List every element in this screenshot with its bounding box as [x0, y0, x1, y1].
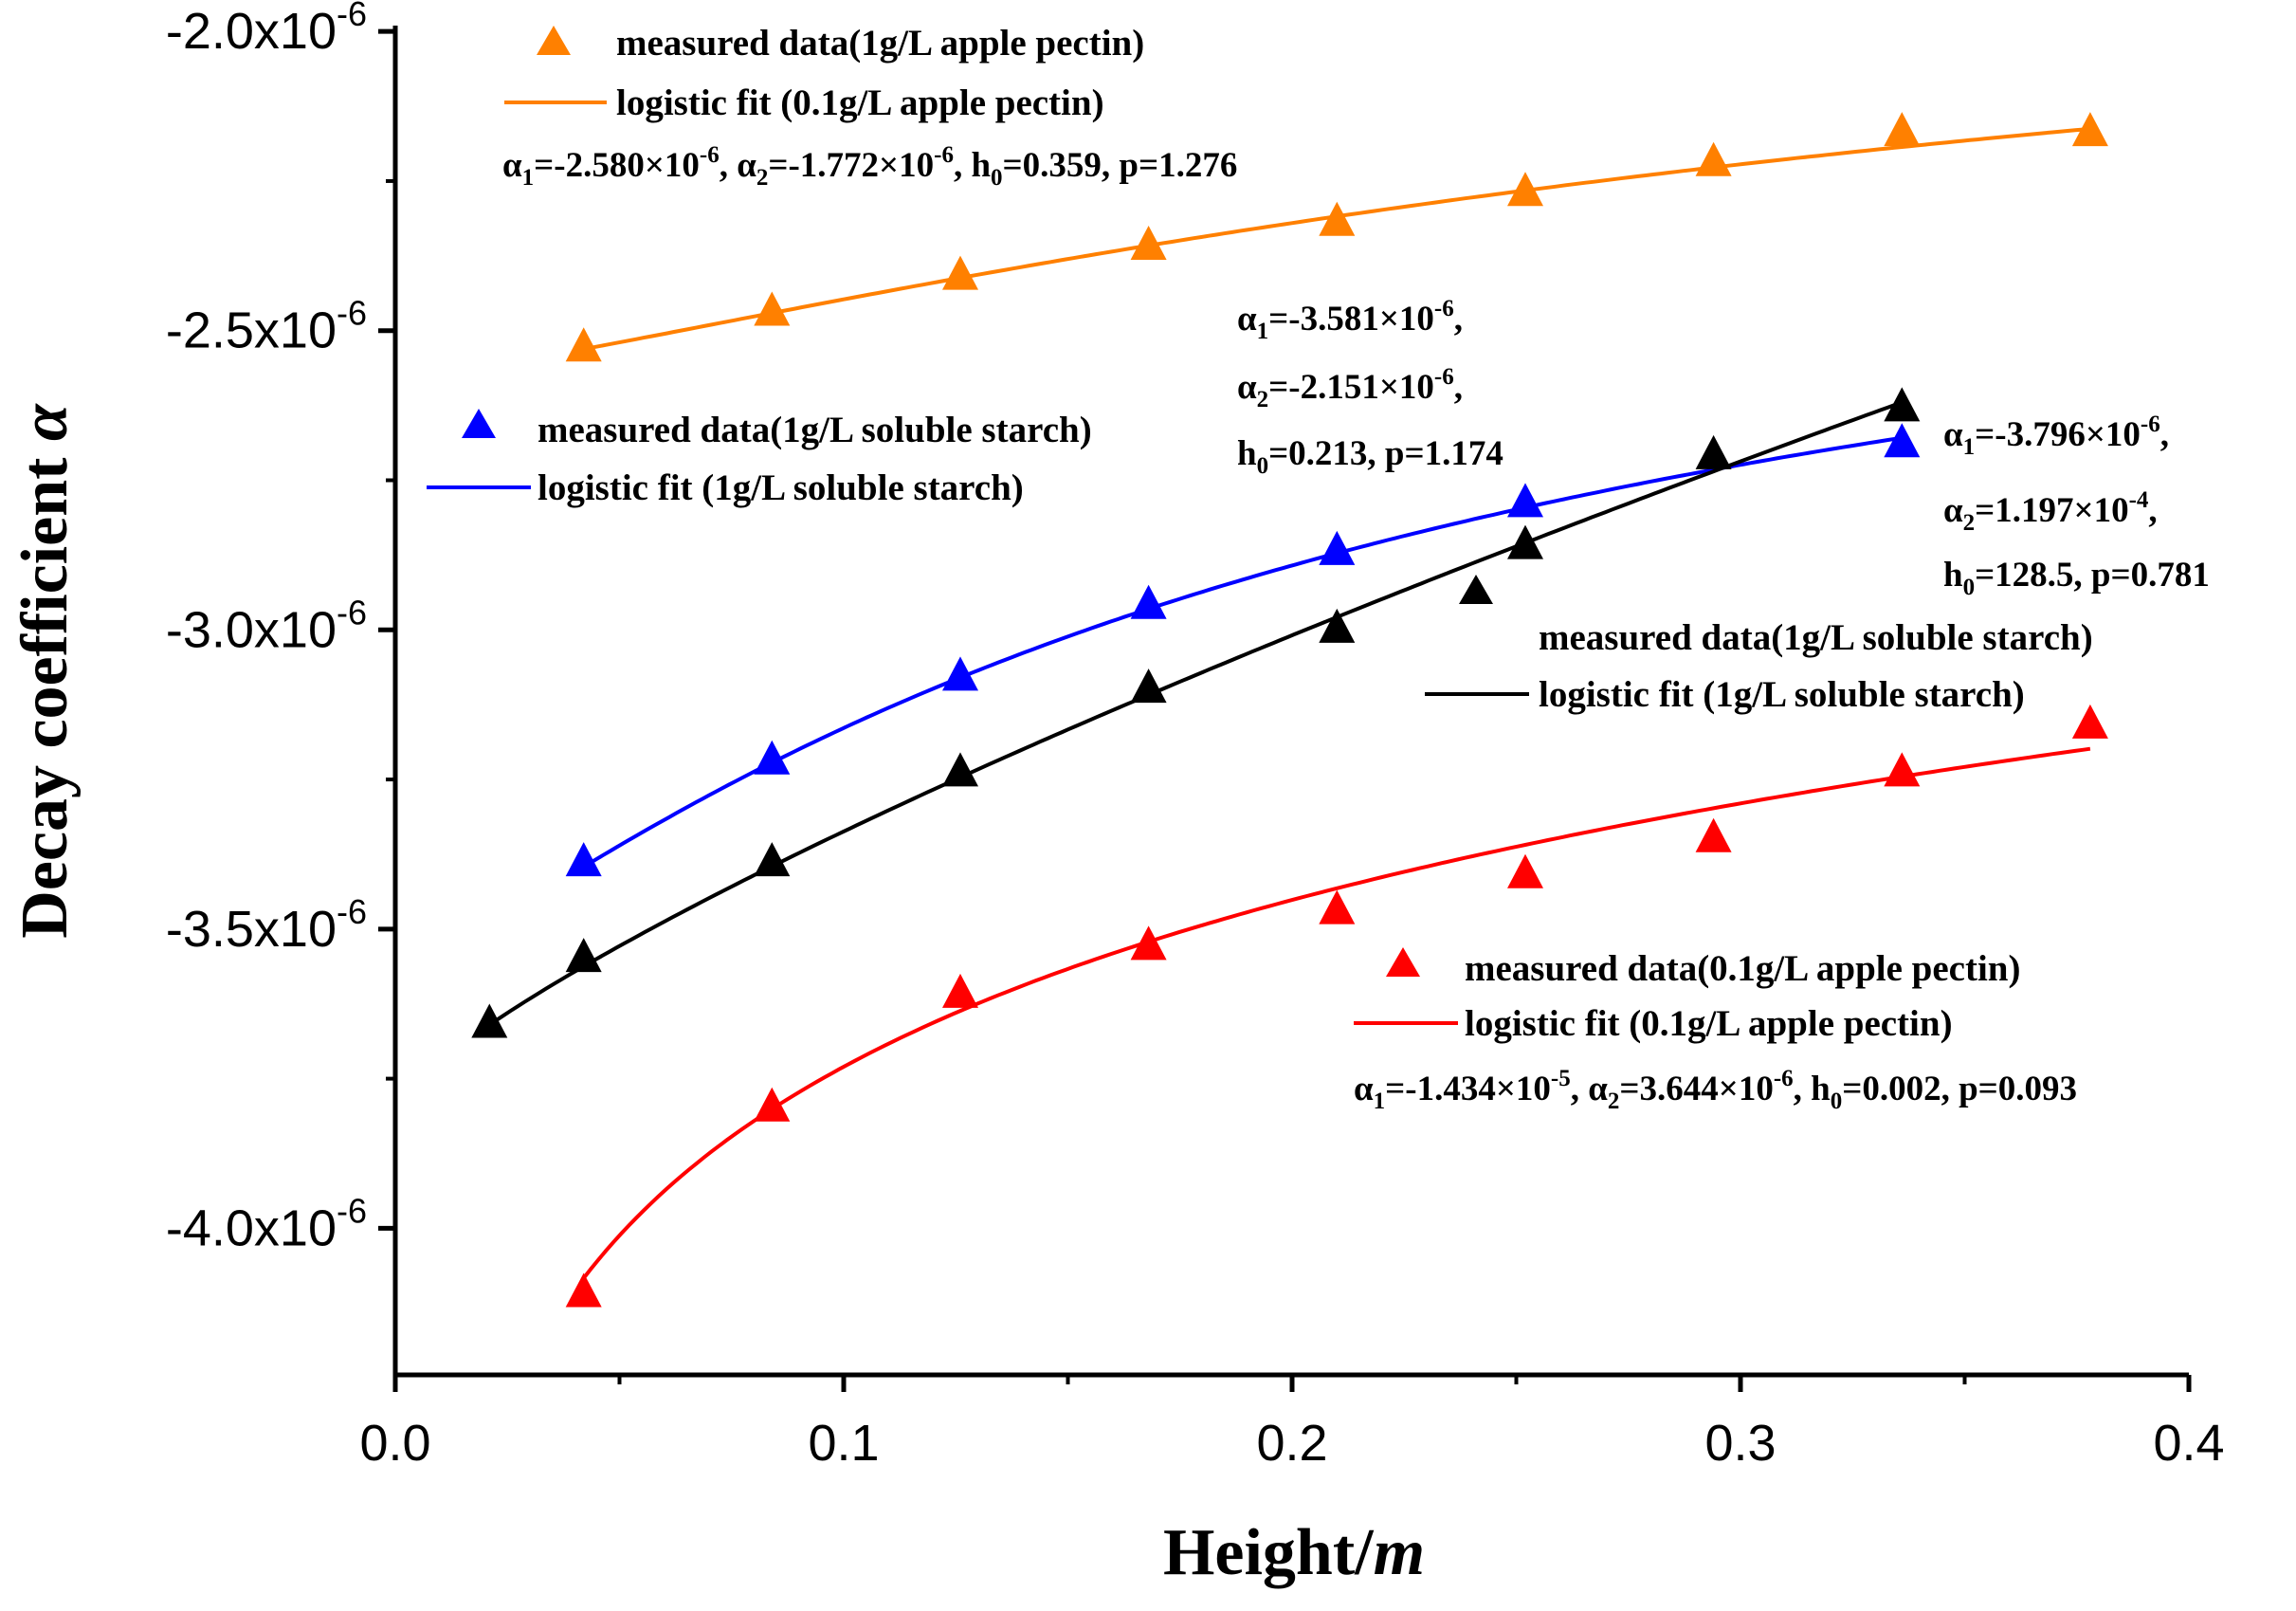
data-point-orange	[1507, 172, 1543, 207]
data-point-orange	[942, 255, 978, 290]
data-point-blue	[1507, 483, 1543, 518]
x-axis-unit: m	[1374, 1516, 1425, 1589]
legend-fit-orange: logistic fit (0.1g/L apple pectin)	[616, 82, 1104, 123]
data-point-red	[1884, 752, 1921, 787]
data-point-orange	[565, 327, 602, 362]
data-point-red	[942, 973, 978, 1008]
fit-curves	[488, 126, 2091, 1280]
axes: 0.0 0.1 0.2 0.3 0.4 -2.0x10-6 -2.5x10-6 -3.0x10…	[166, 0, 2225, 1472]
data-point-orange	[754, 291, 791, 326]
data-point-orange	[1319, 201, 1356, 236]
legend-marker-orange	[537, 26, 571, 55]
legend-fit-blue: logistic fit (1g/L soluble starch)	[538, 467, 1024, 508]
legend-blue: measured data(1g/L soluble starch) logis…	[427, 409, 1092, 508]
y-tick-label: -3.0x10-6	[166, 593, 367, 658]
x-tick-label: 0.0	[359, 1415, 430, 1472]
legend-orange: measured data(1g/L apple pectin) logisti…	[504, 23, 1144, 123]
params-blue: α1=-3.581×10-6, α2=-2.151×10-6, h0=0.213…	[1237, 296, 1503, 479]
legend-fit-red: logistic fit (0.1g/L apple pectin)	[1465, 1003, 1953, 1044]
y-tick-label: -2.0x10-6	[166, 0, 367, 60]
legend-marker-blue	[462, 409, 496, 438]
data-point-black	[1319, 608, 1356, 643]
legend-measured-orange: measured data(1g/L apple pectin)	[616, 23, 1144, 64]
legend-fit-black: logistic fit (1g/L soluble starch)	[1539, 674, 2025, 715]
x-axis-label: Height/	[1163, 1516, 1375, 1589]
data-point-red	[1130, 925, 1167, 961]
data-point-black	[565, 938, 602, 973]
data-point-red	[1319, 889, 1356, 924]
params-red: α1=-1.434×10-5, α2=3.644×10-6, h0=0.002,…	[1354, 1066, 2077, 1114]
x-tick-label: 0.4	[2153, 1415, 2224, 1472]
legend-red: measured data(0.1g/L apple pectin) logis…	[1354, 947, 2020, 1044]
y-axis-title: Decay coefficient α	[9, 403, 82, 939]
data-point-black	[1884, 387, 1921, 422]
y-axis-symbol: α	[9, 403, 82, 441]
x-tick-label: 0.2	[1256, 1415, 1327, 1472]
data-point-black	[1507, 524, 1543, 559]
fit-curve-blue	[582, 435, 1903, 869]
data-point-blue	[754, 740, 791, 775]
data-point-blue	[565, 842, 602, 877]
data-point-red	[1695, 817, 1732, 852]
y-tick-label: -2.5x10-6	[166, 294, 367, 359]
svg-text:α1=-3.796×10-6,: α1=-3.796×10-6,	[1943, 412, 2169, 460]
data-point-orange	[1130, 226, 1167, 260]
data-points	[471, 112, 2108, 1308]
data-point-blue	[1130, 584, 1167, 619]
fit-curve-black	[488, 400, 1903, 1027]
data-point-black	[942, 752, 978, 787]
params-orange: α1=-2.580×10-6, α2=-1.772×10-6, h0=0.359…	[502, 142, 1237, 191]
svg-text:h0=128.5, p=0.781: h0=128.5, p=0.781	[1943, 556, 2210, 600]
data-point-black	[754, 842, 791, 877]
data-point-orange	[1884, 112, 1921, 147]
data-point-red	[1507, 853, 1543, 888]
svg-text:h0=0.213, p=1.174: h0=0.213, p=1.174	[1237, 434, 1503, 479]
y-tick-label: -4.0x10-6	[166, 1191, 367, 1256]
y-tick-label: -3.5x10-6	[166, 892, 367, 958]
data-point-blue	[942, 656, 978, 691]
y-axis-label: Decay coefficient	[9, 441, 82, 939]
legend-marker-red	[1386, 947, 1420, 977]
legend-measured-red: measured data(0.1g/L apple pectin)	[1465, 948, 2020, 989]
data-point-red	[565, 1272, 602, 1308]
data-point-red	[754, 1087, 791, 1122]
data-point-red	[2071, 704, 2108, 739]
fit-curve-red	[582, 746, 2091, 1280]
x-tick-label: 0.1	[808, 1415, 879, 1472]
data-point-black	[1695, 434, 1732, 469]
data-point-blue	[1884, 423, 1921, 458]
svg-text:α2=1.197×10-4,: α2=1.197×10-4,	[1943, 487, 2158, 536]
legend-measured-blue: measured data(1g/L soluble starch)	[538, 410, 1092, 450]
legend-black: measured data(1g/L soluble starch) logis…	[1425, 575, 2093, 715]
x-axis-title: Height/m	[1163, 1516, 1425, 1589]
legend-measured-black: measured data(1g/L soluble starch)	[1539, 617, 2093, 658]
data-point-black	[1130, 668, 1167, 704]
x-tick-label: 0.3	[1704, 1415, 1776, 1472]
legend-marker-black	[1459, 575, 1493, 604]
svg-text:α2=-2.151×10-6,: α2=-2.151×10-6,	[1237, 364, 1463, 412]
data-point-orange	[2071, 112, 2108, 147]
svg-text:α1=-3.581×10-6,: α1=-3.581×10-6,	[1237, 296, 1463, 344]
data-point-orange	[1695, 141, 1732, 176]
data-point-black	[471, 1003, 508, 1038]
data-point-blue	[1319, 530, 1356, 565]
params-black: α1=-3.796×10-6, α2=1.197×10-4, h0=128.5,…	[1943, 412, 2210, 600]
